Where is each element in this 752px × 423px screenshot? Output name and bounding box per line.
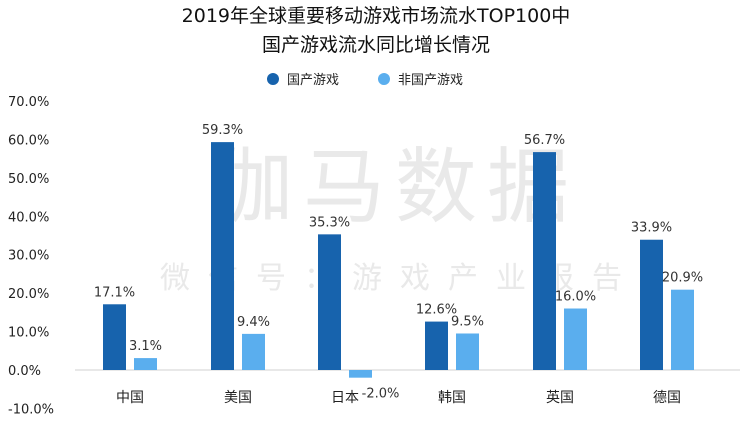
data-label: 12.6% xyxy=(416,303,457,318)
bar-foreign xyxy=(564,308,587,370)
bar-foreign xyxy=(349,370,372,378)
bars: 17.1% 3.1% 59.3% 9.4% 35.3% -2.0% 12.6%9.5% 56.… xyxy=(94,123,703,402)
data-label: 56.7% xyxy=(524,133,565,148)
bar-foreign xyxy=(242,333,265,370)
y-tick-label: 20.0% xyxy=(8,287,49,302)
data-label: 59.3% xyxy=(202,123,243,138)
x-tick-label: 中国 xyxy=(116,390,144,406)
data-label: -2.0% xyxy=(362,387,400,402)
legend: 国产游戏 非国产游戏 xyxy=(267,73,463,88)
bar-domestic xyxy=(533,152,556,370)
bar-domestic xyxy=(103,304,126,370)
y-tick-label: 70.0% xyxy=(8,95,49,110)
data-label: 33.9% xyxy=(631,221,672,236)
data-label: 35.3% xyxy=(309,215,350,230)
x-tick-label: 英国 xyxy=(546,389,574,406)
bar-foreign xyxy=(134,358,157,370)
chart-subtitle: 国产游戏流水同比增长情况 xyxy=(262,34,490,56)
legend-label-domestic: 国产游戏 xyxy=(287,73,339,88)
bar-foreign xyxy=(456,333,479,370)
y-tick-label: 10.0% xyxy=(8,326,49,341)
y-axis: 70.0% 60.0% 50.0% 40.0% 30.0% 20.0% 10.0% 0.0% -… xyxy=(8,95,54,417)
bar-domestic xyxy=(211,142,234,370)
bar-domestic xyxy=(318,234,341,370)
data-label: 9.5% xyxy=(451,314,484,329)
data-label: 9.4% xyxy=(237,315,270,330)
chart-title: 2019年全球重要移动游戏市场流水TOP100中 xyxy=(182,5,571,27)
watermark-main: 伽马数据 xyxy=(211,140,579,235)
legend-label-foreign: 非国产游戏 xyxy=(398,73,463,88)
y-tick-label: -10.0% xyxy=(8,402,54,417)
y-tick-label: 50.0% xyxy=(8,172,49,187)
y-tick-label: 30.0% xyxy=(8,249,49,264)
x-axis: 中国 美国 日本 韩国 英国 德国 xyxy=(116,389,681,406)
data-label: 16.0% xyxy=(555,290,596,305)
data-label: 17.1% xyxy=(94,285,135,300)
x-tick-label: 美国 xyxy=(224,390,252,406)
y-tick-label: 0.0% xyxy=(8,364,41,379)
data-label: 20.9% xyxy=(662,271,703,286)
y-tick-label: 60.0% xyxy=(8,133,49,148)
legend-marker-domestic xyxy=(267,73,279,85)
bar-domestic xyxy=(425,321,448,370)
y-tick-label: 40.0% xyxy=(8,210,49,225)
bar-foreign xyxy=(671,289,694,370)
data-label: 3.1% xyxy=(129,339,162,354)
bar-domestic xyxy=(640,239,663,370)
x-tick-label: 韩国 xyxy=(438,390,466,406)
x-tick-label: 日本 xyxy=(331,390,359,406)
legend-marker-foreign xyxy=(378,73,390,85)
x-tick-label: 德国 xyxy=(653,390,681,406)
